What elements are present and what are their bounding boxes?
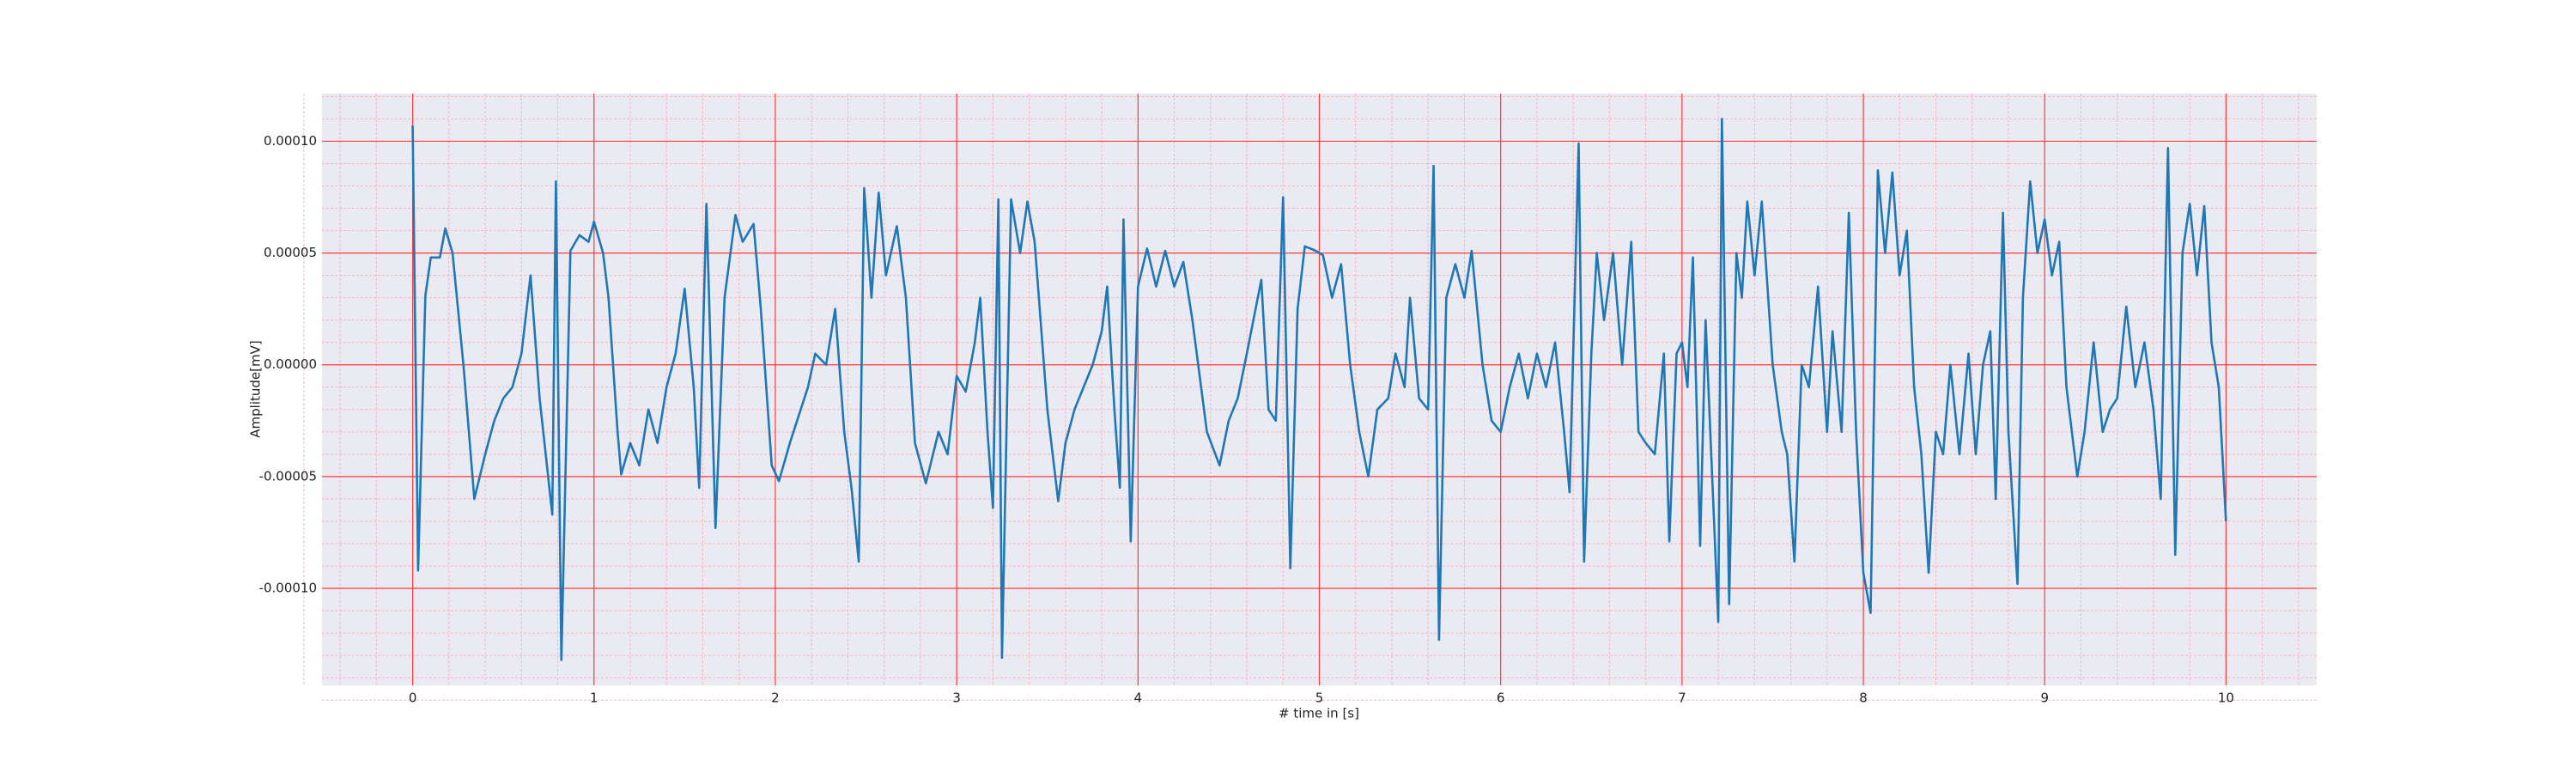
y-tick-label: 0.00010 [264, 133, 317, 149]
marks [411, 118, 2227, 661]
x-tick-label: 1 [590, 691, 598, 706]
x-tick-label: 2 [771, 691, 780, 706]
x-tick-label: 4 [1134, 691, 1143, 706]
y-tick-label: -0.00005 [259, 468, 317, 484]
x-tick-label: 10 [2218, 691, 2234, 706]
x-tick-label: 3 [952, 691, 961, 706]
grid [303, 94, 2317, 701]
y-tick-label: 0.00005 [264, 245, 317, 260]
x-tick-label: 5 [1315, 691, 1324, 706]
signal-line [411, 118, 2227, 661]
y-tick-label: -0.00010 [259, 581, 317, 596]
x-tick-label: 8 [1859, 691, 1868, 706]
x-tick-label: 0 [409, 691, 417, 706]
y-tick-label: 0.00000 [264, 356, 317, 372]
y-axis-label: Amplitude[mV] [248, 340, 264, 437]
x-axis-label: # time in [s] [1279, 706, 1359, 721]
x-tick-label: 7 [1678, 691, 1686, 706]
x-tick-label: 6 [1497, 691, 1505, 706]
x-tick-label: 9 [2040, 691, 2049, 706]
